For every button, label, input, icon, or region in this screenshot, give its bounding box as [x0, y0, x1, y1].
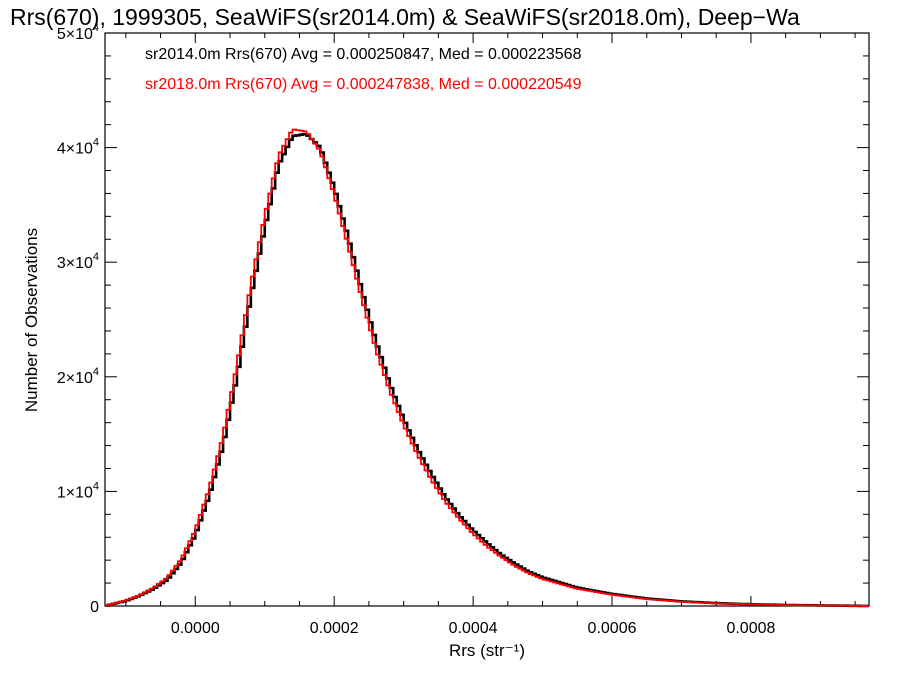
- series-line-2: [105, 128, 869, 607]
- x-tick-label: 0.0008: [726, 620, 775, 637]
- y-tick-label-base: 2×10: [57, 370, 93, 387]
- plot-frame: [104, 32, 870, 607]
- legend-entry-1: sr2014.0m Rrs(670) Avg = 0.000250847, Me…: [145, 46, 582, 63]
- y-tick-label-base: 1×10: [57, 484, 93, 501]
- y-tick-label: 1×104: [57, 480, 99, 501]
- x-axis: 0.0000 0.0002 0.0004 0.0006 0.0008: [125, 33, 856, 637]
- y-tick-label-base: 3×10: [57, 255, 93, 272]
- y-tick-label-base: 4×10: [57, 141, 93, 158]
- y-tick-label-base: 0: [90, 599, 99, 616]
- y-tick-label: 5×104: [57, 22, 99, 43]
- x-axis-label: Rrs (str⁻¹): [449, 641, 525, 660]
- series-line-1: [105, 132, 869, 608]
- legend-entry-2: sr2018.0m Rrs(670) Avg = 0.000247838, Me…: [145, 76, 582, 93]
- y-tick-label-exponent: 4: [93, 480, 99, 492]
- y-tick-label: 2×104: [57, 366, 99, 387]
- y-tick-label: 0: [90, 599, 99, 616]
- series-layer: [105, 128, 869, 608]
- y-axis-label: Number of Observations: [22, 228, 41, 412]
- chart-title: Rrs(670), 1999305, SeaWiFS(sr2014.0m) & …: [10, 4, 800, 30]
- y-tick-label-exponent: 4: [93, 366, 99, 378]
- y-tick-label-base: 5×10: [57, 26, 93, 43]
- x-tick-label: 0.0002: [310, 620, 359, 637]
- y-tick-label-exponent: 4: [93, 137, 99, 149]
- legend: sr2014.0m Rrs(670) Avg = 0.000250847, Me…: [145, 46, 582, 93]
- y-tick-label-exponent: 4: [93, 22, 99, 34]
- y-tick-label-exponent: 4: [93, 251, 99, 263]
- x-tick-label: 0.0004: [449, 620, 498, 637]
- y-tick-label: 4×104: [57, 137, 99, 158]
- x-tick-label: 0.0006: [588, 620, 637, 637]
- x-tick-label: 0.0000: [171, 620, 220, 637]
- y-tick-label: 3×104: [57, 251, 99, 272]
